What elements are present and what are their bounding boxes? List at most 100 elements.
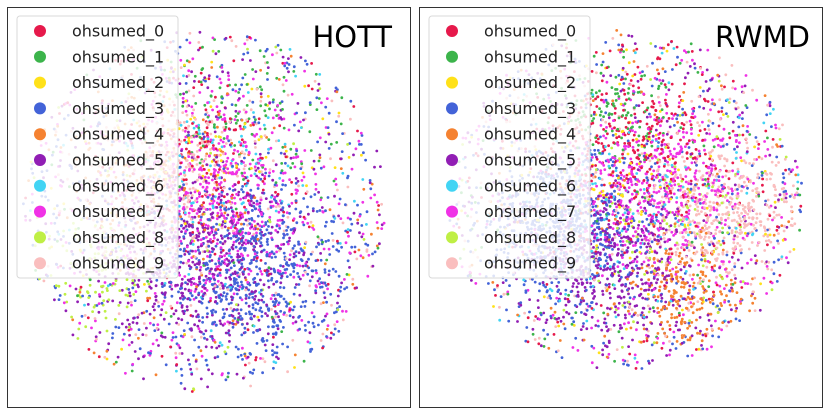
hott-point-ohsumed_9	[195, 163, 199, 166]
hott-point-ohsumed_7	[271, 53, 274, 57]
hott-point-ohsumed_2	[235, 164, 239, 168]
hott-point-ohsumed_3	[254, 308, 258, 312]
rwmd-point-ohsumed_4	[661, 327, 665, 331]
hott-point-ohsumed_7	[204, 188, 208, 191]
hott-point-ohsumed_3	[324, 209, 327, 213]
hott-point-ohsumed_3	[259, 236, 263, 240]
hott-point-ohsumed_3	[237, 275, 241, 279]
hott-legend-marker-ohsumed_2	[34, 76, 46, 89]
hott-point-ohsumed_7	[283, 61, 287, 65]
hott-point-ohsumed_5	[128, 294, 132, 298]
hott-point-ohsumed_3	[198, 282, 202, 285]
hott-point-ohsumed_4	[199, 349, 203, 353]
hott-point-ohsumed_5	[266, 66, 270, 69]
hott-legend-marker-ohsumed_5	[34, 154, 46, 166]
hott-point-ohsumed_3	[325, 300, 328, 304]
hott-point-ohsumed_6	[286, 164, 290, 168]
hott-point-ohsumed_6	[206, 137, 210, 141]
hott-point-ohsumed_8	[274, 45, 278, 49]
rwmd-point-ohsumed_9	[648, 266, 651, 269]
hott-point-ohsumed_5	[240, 159, 244, 163]
rwmd-point-ohsumed_0	[600, 142, 604, 145]
hott-point-ohsumed_5	[254, 294, 257, 298]
hott-point-ohsumed_1	[315, 108, 319, 111]
hott-point-ohsumed_5	[213, 356, 217, 360]
hott-point-ohsumed_9	[194, 199, 197, 203]
hott-point-ohsumed_3	[241, 185, 245, 188]
hott-point-ohsumed_3	[283, 233, 286, 237]
hott-point-ohsumed_9	[137, 313, 141, 317]
hott-point-ohsumed_1	[300, 162, 304, 166]
hott-point-ohsumed_2	[305, 184, 308, 188]
hott-point-ohsumed_3	[188, 363, 192, 366]
hott-point-ohsumed_7	[198, 91, 202, 94]
rwmd-point-ohsumed_7	[730, 187, 734, 191]
hott-point-ohsumed_9	[204, 154, 208, 158]
hott-point-ohsumed_5	[94, 335, 98, 339]
hott-point-ohsumed_7	[197, 327, 201, 331]
hott-point-ohsumed_3	[240, 317, 244, 320]
hott-point-ohsumed_3	[241, 286, 245, 290]
hott-point-ohsumed_5	[181, 309, 185, 313]
hott-point-ohsumed_7	[246, 280, 250, 284]
hott-point-ohsumed_3	[297, 283, 301, 286]
rwmd-point-ohsumed_8	[652, 341, 656, 345]
hott-point-ohsumed_3	[167, 322, 171, 326]
hott-point-ohsumed_5	[294, 320, 298, 324]
hott-point-ohsumed_5	[180, 149, 183, 153]
hott-point-ohsumed_3	[244, 293, 248, 297]
hott-point-ohsumed_9	[341, 221, 345, 225]
hott-point-ohsumed_3	[274, 333, 278, 336]
hott-point-ohsumed_5	[237, 312, 241, 315]
hott-point-ohsumed_5	[297, 129, 301, 133]
hott-point-ohsumed_6	[341, 171, 345, 175]
hott-point-ohsumed_3	[251, 303, 255, 307]
hott-point-ohsumed_7	[294, 192, 298, 195]
hott-point-ohsumed_7	[240, 214, 244, 218]
rwmd-point-ohsumed_7	[676, 176, 680, 180]
hott-point-ohsumed_7	[253, 252, 257, 256]
hott-point-ohsumed_5	[98, 331, 102, 334]
hott-legend-marker-ohsumed_6	[34, 179, 46, 192]
hott-point-ohsumed_7	[177, 209, 181, 213]
rwmd-point-ohsumed_4	[558, 339, 562, 342]
hott-point-ohsumed_3	[337, 249, 341, 253]
hott-point-ohsumed_3	[324, 284, 328, 287]
hott-point-ohsumed_7	[233, 196, 236, 200]
hott-point-ohsumed_9	[190, 335, 194, 339]
hott-point-ohsumed_7	[234, 89, 238, 93]
hott-point-ohsumed_0	[187, 150, 191, 153]
hott-point-ohsumed_5	[215, 346, 219, 350]
rwmd-point-ohsumed_5	[571, 285, 575, 288]
rwmd-point-ohsumed_7	[665, 93, 668, 96]
hott-point-ohsumed_4	[201, 212, 205, 216]
hott-point-ohsumed_9	[274, 315, 277, 319]
hott-point-ohsumed_7	[334, 183, 338, 186]
rwmd-point-ohsumed_3	[622, 362, 625, 366]
hott-point-ohsumed_7	[208, 207, 212, 211]
hott-point-ohsumed_5	[210, 372, 214, 376]
rwmd-point-ohsumed_4	[666, 320, 669, 324]
hott-point-ohsumed_3	[251, 296, 255, 299]
hott-point-ohsumed_9	[201, 159, 204, 163]
hott-point-ohsumed_0	[247, 199, 250, 203]
hott-point-ohsumed_3	[250, 218, 254, 222]
rwmd-point-ohsumed_2	[626, 152, 630, 156]
hott-point-ohsumed_3	[250, 259, 254, 262]
hott-point-ohsumed_9	[202, 206, 206, 210]
hott-point-ohsumed_5	[236, 253, 240, 256]
hott-legend-marker-ohsumed_1	[34, 50, 46, 63]
rwmd-point-ohsumed_9	[731, 86, 734, 90]
hott-point-ohsumed_8	[77, 327, 81, 331]
hott-point-ohsumed_3	[180, 242, 183, 245]
rwmd-point-ohsumed_1	[624, 77, 627, 81]
hott-point-ohsumed_3	[275, 345, 279, 349]
hott-point-ohsumed_8	[125, 305, 129, 309]
hott-point-ohsumed_5	[214, 295, 218, 299]
hott-point-ohsumed_9	[223, 204, 226, 208]
hott-point-ohsumed_7	[223, 216, 227, 220]
hott-point-ohsumed_3	[226, 268, 229, 272]
hott-point-ohsumed_4	[231, 319, 235, 322]
hott-point-ohsumed_5	[219, 234, 223, 238]
hott-point-ohsumed_5	[254, 70, 258, 73]
